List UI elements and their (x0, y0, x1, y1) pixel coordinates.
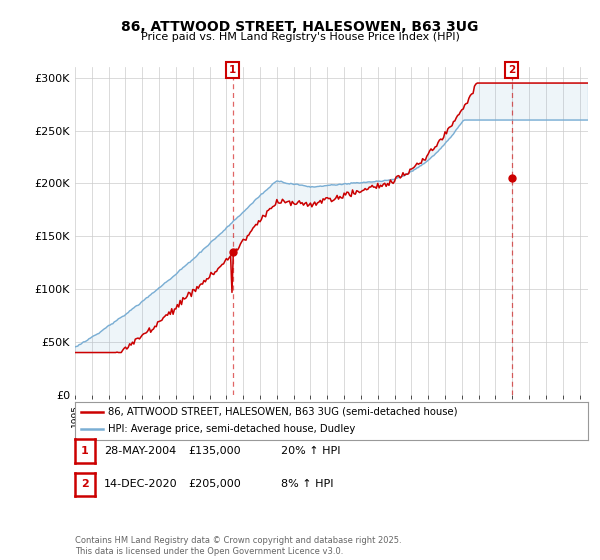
Text: Contains HM Land Registry data © Crown copyright and database right 2025.
This d: Contains HM Land Registry data © Crown c… (75, 536, 401, 556)
Text: 1: 1 (229, 66, 236, 76)
Text: 20% ↑ HPI: 20% ↑ HPI (281, 446, 340, 456)
Text: 2: 2 (81, 479, 89, 489)
Text: £205,000: £205,000 (188, 479, 241, 489)
Text: 2: 2 (508, 66, 515, 76)
Text: 1: 1 (81, 446, 89, 456)
Text: 8% ↑ HPI: 8% ↑ HPI (281, 479, 334, 489)
Text: 86, ATTWOOD STREET, HALESOWEN, B63 3UG (semi-detached house): 86, ATTWOOD STREET, HALESOWEN, B63 3UG (… (109, 407, 458, 417)
Text: HPI: Average price, semi-detached house, Dudley: HPI: Average price, semi-detached house,… (109, 424, 356, 434)
Text: Price paid vs. HM Land Registry's House Price Index (HPI): Price paid vs. HM Land Registry's House … (140, 32, 460, 43)
Text: 86, ATTWOOD STREET, HALESOWEN, B63 3UG: 86, ATTWOOD STREET, HALESOWEN, B63 3UG (121, 20, 479, 34)
Text: 28-MAY-2004: 28-MAY-2004 (104, 446, 176, 456)
Text: £135,000: £135,000 (188, 446, 241, 456)
Text: 14-DEC-2020: 14-DEC-2020 (104, 479, 178, 489)
